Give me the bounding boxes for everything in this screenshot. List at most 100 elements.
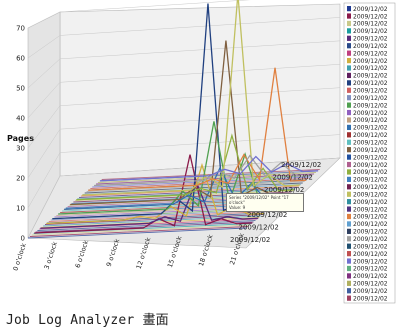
legend-swatch <box>347 147 351 153</box>
legend-swatch <box>347 72 351 79</box>
series-line <box>82 0 301 196</box>
legend-label: 2009/12/02 <box>353 288 388 295</box>
legend-swatch <box>347 20 351 27</box>
legend-swatch <box>347 236 351 242</box>
side-gridline <box>27 152 61 209</box>
series-line <box>94 154 313 187</box>
tooltip-line-1: Series "2009/12/02" Point "17 o'clock" <box>229 195 289 205</box>
back-gridline <box>59 64 341 83</box>
legend-swatch <box>347 273 351 279</box>
depth-label: 2009/12/02 <box>247 211 287 219</box>
depth-label: 2009/12/02 <box>230 236 270 244</box>
legend-label: 2009/12/02 <box>353 251 388 258</box>
back-gridline <box>59 87 341 106</box>
legend-box <box>343 2 396 304</box>
legend-label: 2009/12/02 <box>353 95 388 102</box>
legend-label: 2009/12/02 <box>353 206 388 213</box>
tooltip-line-2: Value: 9 <box>229 205 246 210</box>
legend-label: 2009/12/02 <box>353 147 388 154</box>
legend-swatch <box>347 288 351 294</box>
series-line <box>34 154 253 234</box>
side-gridline <box>27 35 61 59</box>
legend-swatch <box>347 265 351 272</box>
legend-swatch <box>347 295 351 301</box>
legend[interactable]: 2009/12/022009/12/022009/12/022009/12/02… <box>343 2 396 304</box>
legend-label: 2009/12/02 <box>353 184 388 191</box>
side-gridline <box>27 82 61 119</box>
series-line <box>40 179 259 229</box>
legend-label: 2009/12/02 <box>353 58 388 65</box>
chart-window: 0 10 20 30 40 50 60 70 Pages 0 o'clock 3 o'clock… <box>7 0 396 304</box>
y-tick-label: 20 <box>16 175 25 183</box>
legend-swatch <box>347 154 351 160</box>
y-tick-label: 40 <box>16 115 25 123</box>
side-gridline <box>27 105 61 149</box>
back-gridline <box>59 157 341 177</box>
legend-swatch <box>347 221 351 227</box>
legend-swatch <box>347 258 351 264</box>
back-wall <box>59 3 341 177</box>
depth-label: 2009/12/02 <box>239 224 279 232</box>
legend-swatch <box>347 35 351 41</box>
legend-swatch <box>347 43 351 49</box>
legend-label: 2009/12/02 <box>353 50 388 57</box>
legend-label: 2009/12/02 <box>353 191 388 198</box>
y-tick-label: 70 <box>16 25 25 33</box>
legend-swatch <box>347 139 351 145</box>
figure-caption: Job Log Analyzer 畫面 <box>6 313 169 328</box>
legend-swatch <box>347 169 351 175</box>
legend-swatch <box>347 50 351 56</box>
side-gridline <box>27 129 61 179</box>
floor-ribbon <box>31 224 250 236</box>
legend-label: 2009/12/02 <box>353 6 388 13</box>
legend-label: 2009/12/02 <box>353 295 388 302</box>
legend-swatch <box>347 251 351 257</box>
legend-label: 2009/12/02 <box>353 132 388 139</box>
legend-label: 2009/12/02 <box>353 13 388 20</box>
side-gridline <box>27 11 61 29</box>
legend-swatch <box>347 199 351 205</box>
series-line <box>76 133 295 201</box>
legend-label: 2009/12/02 <box>353 266 388 273</box>
legend-label: 2009/12/02 <box>353 139 388 146</box>
legend-label: 2009/12/02 <box>353 36 388 43</box>
y-tick-label: 50 <box>16 85 25 93</box>
legend-swatch <box>347 13 351 19</box>
legend-swatch <box>347 213 351 220</box>
legend-swatch <box>347 109 351 116</box>
legend-swatch <box>347 161 351 168</box>
back-gridline <box>59 134 341 153</box>
gridlines <box>27 0 341 239</box>
back-gridline <box>59 110 341 130</box>
legend-swatch <box>347 87 351 93</box>
legend-label: 2009/12/02 <box>353 199 388 206</box>
side-gridline <box>27 175 61 239</box>
legend-swatch <box>347 243 351 249</box>
legend-swatch <box>347 184 351 190</box>
side-gridline <box>27 58 61 89</box>
legend-label: 2009/12/02 <box>353 169 388 176</box>
legend-label: 2009/12/02 <box>353 88 388 95</box>
floor-ribbon <box>44 214 264 225</box>
y-tick-label: 0 <box>21 235 25 243</box>
legend-label: 2009/12/02 <box>353 273 388 280</box>
legend-label: 2009/12/02 <box>353 73 388 80</box>
back-gridline <box>59 17 341 36</box>
legend-swatch <box>347 117 351 123</box>
data-tooltip: Series "2009/12/02" Point "17 o'clock" V… <box>226 193 304 212</box>
floor-ribbon <box>27 227 247 239</box>
y-tick-label: 30 <box>16 145 25 153</box>
legend-label: 2009/12/02 <box>353 80 388 87</box>
legend-label: 2009/12/02 <box>353 229 388 236</box>
legend-label: 2009/12/02 <box>353 43 388 50</box>
y-tick-label: 10 <box>16 205 25 213</box>
floor-ribbon <box>29 226 248 237</box>
floor-ribbon <box>39 218 258 230</box>
legend-swatch <box>347 280 351 286</box>
series-line <box>88 67 307 191</box>
legend-label: 2009/12/02 <box>353 177 388 184</box>
legend-label: 2009/12/02 <box>353 243 388 250</box>
legend-label: 2009/12/02 <box>353 154 388 161</box>
legend-swatch <box>347 132 351 138</box>
